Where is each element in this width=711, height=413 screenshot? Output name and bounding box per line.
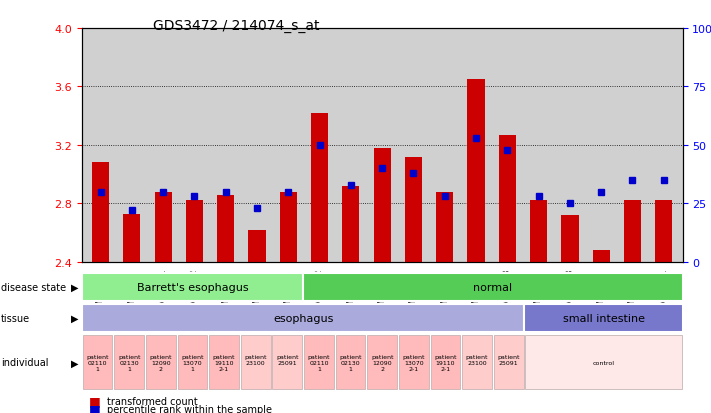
Text: normal: normal [474,282,513,292]
Text: patient
23100: patient 23100 [245,354,267,371]
Bar [436,192,454,262]
Text: ■: ■ [89,394,101,407]
Bar [241,336,271,389]
Bar [525,304,683,332]
Text: patient
02130
1: patient 02130 1 [118,354,141,371]
Text: percentile rank within the sample: percentile rank within the sample [107,404,272,413]
Text: patient
25091: patient 25091 [276,354,299,371]
Text: control: control [592,360,614,365]
Bar [592,251,610,262]
Text: patient
02110
1: patient 02110 1 [308,354,330,371]
Text: patient
13070
1: patient 13070 1 [181,354,203,371]
Bar [342,186,360,262]
Bar [304,336,333,389]
Bar [303,273,683,301]
Bar [525,336,682,389]
Bar [530,201,547,262]
Bar [498,135,516,262]
Bar [114,336,144,389]
Text: patient
02110
1: patient 02110 1 [86,354,109,371]
Bar [311,114,328,262]
Bar [405,157,422,262]
Bar [279,192,297,262]
Text: ▶: ▶ [71,282,78,292]
Bar [624,201,641,262]
Bar [146,336,176,389]
Bar [272,336,302,389]
Text: tissue: tissue [1,313,30,323]
Text: disease state: disease state [1,282,66,292]
Text: small intestine: small intestine [562,313,644,323]
Bar [217,195,235,262]
Bar [493,336,523,389]
Bar [431,336,460,389]
Bar [123,214,141,262]
Bar [154,192,172,262]
Bar [209,336,239,389]
Text: patient
12090
2: patient 12090 2 [371,354,393,371]
Text: patient
25091: patient 25091 [498,354,520,371]
Bar [82,304,525,332]
Text: patient
19110
2-1: patient 19110 2-1 [434,354,456,371]
Bar [368,336,397,389]
Bar [373,149,391,262]
Bar [82,273,303,301]
Text: Barrett's esophagus: Barrett's esophagus [137,282,248,292]
Text: ▶: ▶ [71,313,78,323]
Text: transformed count: transformed count [107,396,198,406]
Text: patient
12090
2: patient 12090 2 [149,354,172,371]
Bar [561,216,579,262]
Bar [186,201,203,262]
Bar [336,336,365,389]
Bar [82,336,112,389]
Bar [467,80,485,262]
Bar [92,163,109,262]
Bar [655,201,673,262]
Text: patient
02130
1: patient 02130 1 [339,354,362,371]
Text: ■: ■ [89,402,101,413]
Text: patient
23100: patient 23100 [466,354,488,371]
Text: esophagus: esophagus [273,313,333,323]
Bar [462,336,492,389]
Text: patient
19110
2-1: patient 19110 2-1 [213,354,235,371]
Bar [248,230,266,262]
Text: patient
13070
2-1: patient 13070 2-1 [402,354,425,371]
Text: ▶: ▶ [71,357,78,368]
Bar [178,336,208,389]
Bar [399,336,429,389]
Text: GDS3472 / 214074_s_at: GDS3472 / 214074_s_at [153,19,319,33]
Text: individual: individual [1,357,48,368]
